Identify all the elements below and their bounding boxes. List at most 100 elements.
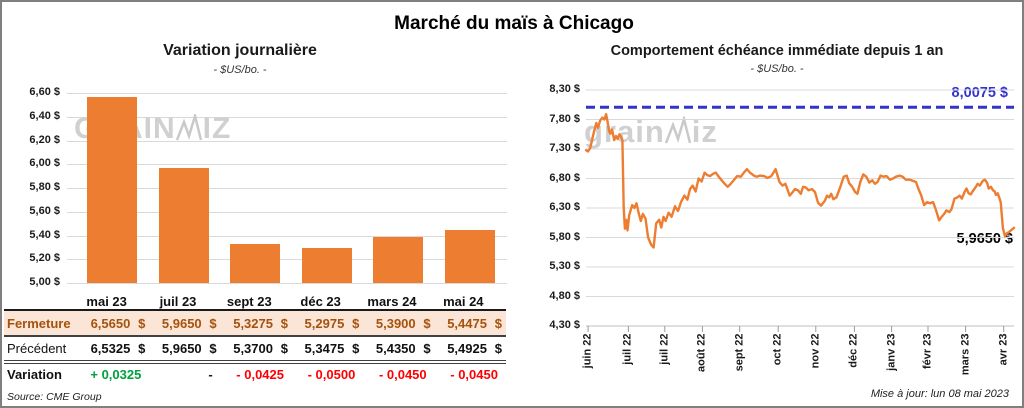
- cell-value: 5,9650: [161, 315, 202, 331]
- table-header-row: mai 23 juil 23 sept 23 déc 23 mars 24 mai 24: [4, 294, 506, 311]
- table-row-variation: Variation + 0,0325 - - 0,0425 - 0,0500 - 0,04…: [4, 364, 506, 385]
- cell-value: 5,3275: [233, 315, 273, 331]
- x-axis-tick-label: juin 22: [581, 333, 594, 369]
- y-axis-tick-label: 5,80 $: [549, 230, 580, 243]
- table-cell: 5,4475 $: [435, 316, 506, 331]
- y-axis-tick-label: 8,30 $: [549, 83, 580, 95]
- y-axis-tick-label: 5,00 $: [29, 276, 60, 288]
- table-cell: 5,3475 $: [292, 341, 363, 356]
- gridline: [67, 283, 507, 284]
- currency-symbol: $: [138, 341, 146, 356]
- bar-mars-24: [373, 236, 424, 283]
- y-axis-tick-label: 4,80 $: [549, 289, 580, 302]
- y-axis-tick-label: 5,30 $: [549, 260, 580, 272]
- table-cell: - 0,0450: [363, 367, 434, 382]
- table-cell: 5,3275 $: [221, 316, 292, 331]
- bar-mai-24: [445, 229, 495, 283]
- currency-symbol: $: [138, 315, 146, 331]
- cell-value: -: [208, 367, 213, 382]
- cell-value: - 0,0500: [307, 367, 356, 382]
- bar-sept-23: [230, 244, 281, 283]
- table-row-fermeture: Fermeture 6,5650 $5,9650 $5,3275 $5,2975 $5,3…: [4, 311, 506, 337]
- update-date-note: Mise à jour: lun 08 mai 2023: [870, 388, 1009, 400]
- currency-symbol: $: [280, 315, 288, 331]
- cell-value: - 0,0450: [378, 367, 427, 382]
- y-axis-tick-label: 7,30 $: [549, 142, 580, 154]
- gridline: [67, 259, 507, 261]
- y-axis-tick-label: 4,30 $: [549, 319, 580, 331]
- currency-symbol: $: [209, 341, 217, 356]
- watermark-zigzag-icon: [664, 116, 692, 144]
- line-chart-svg: [584, 89, 1016, 332]
- currency-symbol: $: [352, 341, 360, 356]
- table-cell: 6,5325 $: [78, 341, 149, 356]
- table-cell: 5,3700 $: [221, 341, 292, 356]
- page-title: Marché du maïs à Chicago: [394, 13, 634, 34]
- currency-symbol: $: [423, 341, 431, 356]
- currency-symbol: $: [423, 315, 431, 331]
- gridline: [67, 211, 507, 213]
- y-axis-tick-label: 5,80 $: [29, 181, 60, 193]
- cell-value: 5,3475: [304, 341, 345, 356]
- currency-symbol: $: [352, 315, 360, 331]
- y-axis-tick-label: 6,30 $: [549, 201, 580, 213]
- table-cell: + 0,0325: [78, 367, 149, 382]
- gridline: [67, 140, 507, 142]
- cell-value: + 0,0325: [90, 367, 142, 382]
- bar-juil-23: [158, 168, 209, 283]
- gridline: [67, 164, 507, 166]
- x-axis-tick-label: mars 23: [959, 333, 972, 376]
- cell-value: 6,5650: [90, 315, 131, 331]
- currency-symbol: $: [280, 341, 288, 356]
- x-axis-tick-label: août 22: [695, 333, 708, 373]
- table-cell: 5,4925 $: [435, 341, 506, 356]
- bar-mai-23: [87, 97, 137, 283]
- cell-value: 5,4475: [447, 315, 487, 331]
- last-price-label: 5,9650 $: [956, 231, 1013, 247]
- line-chart-subtitle: - $US/bo. -: [750, 63, 804, 75]
- x-axis-tick-label: oct 22: [771, 333, 784, 366]
- row-label: Variation: [7, 367, 62, 382]
- watermark-zigzag-icon: [175, 114, 202, 141]
- line-chart-title: Comportement échéance immédiate depuis 1…: [610, 43, 944, 59]
- cell-value: 5,3900: [375, 315, 416, 331]
- column-header-mai-23: mai 23: [86, 294, 127, 309]
- table-cell: 5,2975 $: [292, 316, 363, 331]
- x-axis-tick-label: sept 22: [733, 333, 746, 372]
- table-cell: 5,4350 $: [363, 341, 434, 356]
- y-axis-tick-label: 7,80 $: [549, 112, 580, 125]
- x-axis-tick-label: déc 22: [847, 333, 860, 368]
- y-axis-tick-label: 6,40 $: [29, 109, 60, 122]
- x-axis-tick-label: févr 23: [921, 333, 934, 369]
- y-axis-tick-label: 6,20 $: [29, 133, 60, 146]
- watermark-text: IZ: [202, 112, 232, 145]
- column-header-mars-24: mars 24: [367, 294, 417, 309]
- column-header-juil-23: juil 23: [159, 294, 197, 309]
- table-cell: - 0,0500: [292, 367, 363, 382]
- cell-value: 6,5325: [90, 341, 131, 356]
- currency-symbol: $: [494, 341, 502, 356]
- gridline: [67, 93, 507, 94]
- bar-déc-23: [301, 247, 352, 283]
- y-axis-tick-label: 6,80 $: [549, 171, 580, 184]
- currency-symbol: $: [494, 315, 502, 331]
- currency-symbol: $: [209, 315, 217, 331]
- x-axis-tick-label: juil 22: [621, 333, 634, 365]
- y-axis-tick-label: 6,60 $: [29, 86, 60, 98]
- table-cell: - 0,0450: [435, 367, 506, 382]
- y-axis-tick-label: 5,60 $: [29, 204, 60, 217]
- table-cell: 5,3900 $: [363, 316, 434, 331]
- y-axis-tick-label: 6,00 $: [29, 157, 60, 170]
- gridline: [67, 116, 507, 118]
- gridline: [67, 235, 507, 237]
- row-label: Fermeture: [7, 315, 71, 331]
- cell-value: - 0,0450: [450, 367, 498, 382]
- x-axis-tick-label: janv 23: [885, 333, 898, 371]
- cell-value: 5,9650: [161, 341, 202, 356]
- bar-chart-subtitle: - $US/bo. -: [213, 64, 267, 76]
- bar-chart-title: Variation journalière: [163, 42, 317, 59]
- cell-value: 5,4925: [447, 341, 487, 356]
- column-header-sept-23: sept 23: [226, 294, 272, 309]
- cell-value: 5,3700: [233, 341, 273, 356]
